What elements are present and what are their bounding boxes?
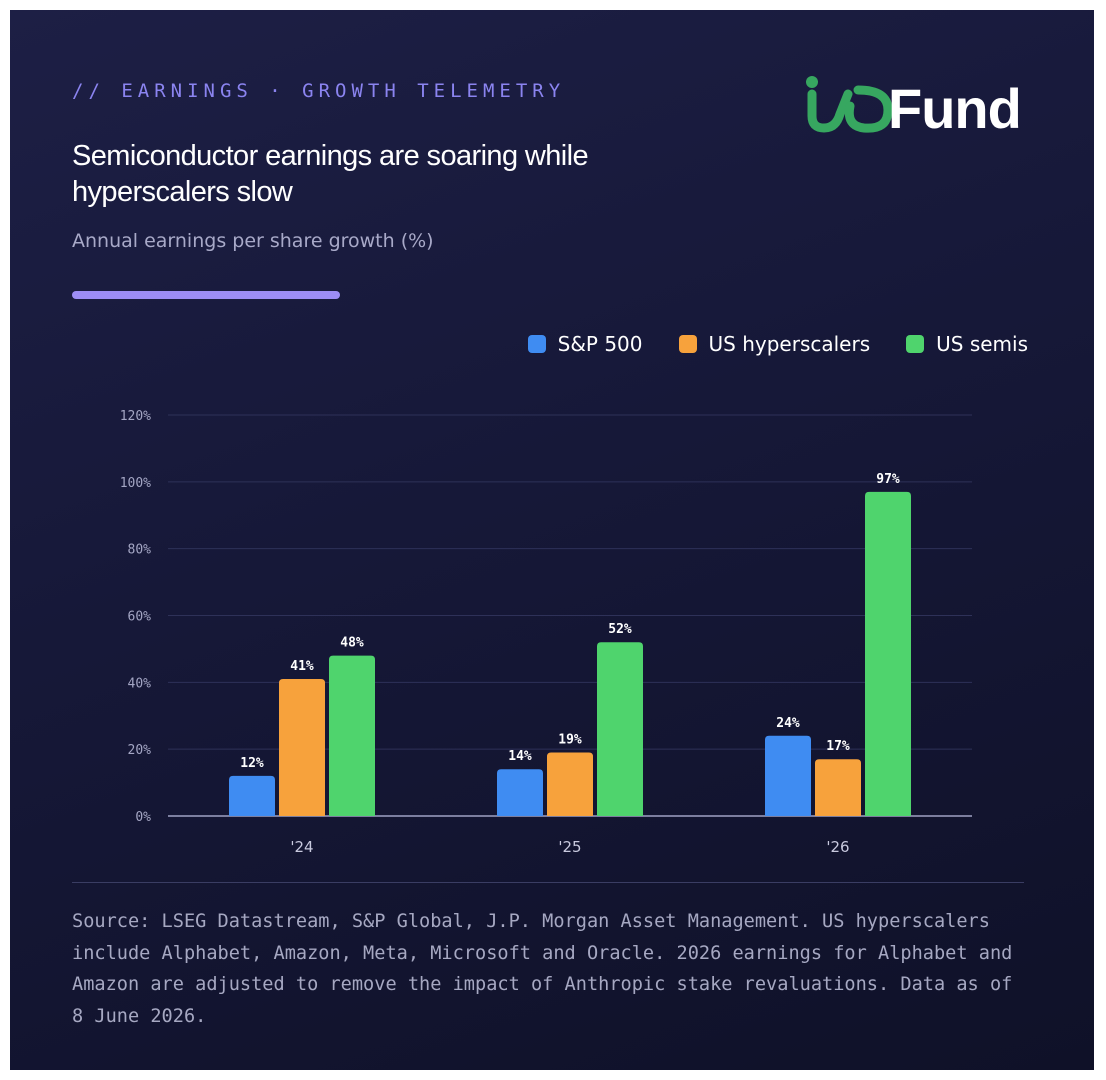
y-tick-label: 20%: [128, 743, 152, 758]
bar: [765, 735, 811, 816]
bar: [597, 642, 643, 816]
bar: [865, 491, 911, 816]
bar-value-label: 97%: [876, 472, 900, 487]
legend-label: S&P 500: [557, 332, 643, 356]
chart-subtitle: Annual earnings per share growth (%): [72, 230, 434, 252]
bar-value-label: 14%: [508, 749, 532, 764]
legend-label: US hyperscalers: [708, 332, 871, 356]
bar: [815, 759, 861, 816]
y-tick-label: 60%: [128, 610, 152, 625]
bar-chart: 0% 20% 40% 60% 80% 100% 120% 12% 41% 48% '24 14% 19%…: [120, 409, 972, 856]
logo-fund-text: Fund: [888, 77, 1021, 140]
bar: [547, 752, 593, 816]
x-tick-label: '25: [558, 838, 581, 856]
logo-i-stroke: [807, 89, 853, 133]
legend-item: US hyperscalers: [678, 332, 871, 356]
iofund-logo: Fund: [806, 76, 1022, 140]
bar-value-label: 41%: [290, 659, 314, 674]
legend-swatch: [906, 335, 925, 353]
bar: [229, 775, 275, 816]
x-tick-label: '24: [290, 838, 313, 856]
bar: [279, 678, 325, 816]
chart-legend: S&P 500 US hyperscalers US semis: [527, 332, 1028, 356]
eyebrow-label: // EARNINGS · GROWTH TELEMETRY: [72, 80, 566, 102]
legend-item: S&P 500: [527, 332, 643, 356]
bar-value-label: 17%: [826, 739, 850, 754]
chart-card: // EARNINGS · GROWTH TELEMETRY Semicondu…: [10, 10, 1094, 1070]
bar-value-label: 19%: [558, 733, 582, 748]
logo-o-stroke: [844, 85, 893, 133]
accent-bar: [72, 291, 340, 299]
logo-io-mark: [806, 76, 893, 133]
y-tick-label: 100%: [120, 476, 151, 491]
source-note: Source: LSEG Datastream, S&P Global, J.P…: [72, 911, 1013, 1027]
bar-value-label: 48%: [340, 636, 364, 651]
bar: [497, 769, 543, 816]
bar-value-label: 12%: [240, 756, 264, 771]
legend-item: US semis: [906, 332, 1028, 356]
y-tick-label: 120%: [120, 409, 151, 424]
footer-divider: [72, 882, 1024, 883]
x-tick-label: '26: [826, 838, 849, 856]
y-tick-label: 80%: [128, 543, 152, 558]
legend-swatch: [678, 335, 697, 353]
y-tick-label: 0%: [135, 810, 151, 825]
bar-value-label: 52%: [608, 622, 632, 637]
bar: [329, 655, 375, 816]
y-tick-label: 40%: [128, 676, 152, 691]
bar-value-label: 24%: [776, 716, 800, 731]
chart-title: Semiconductor earnings are soaring while…: [72, 140, 589, 208]
legend-swatch: [527, 335, 546, 353]
logo-i-dot: [806, 76, 818, 88]
legend-label: US semis: [936, 332, 1028, 356]
